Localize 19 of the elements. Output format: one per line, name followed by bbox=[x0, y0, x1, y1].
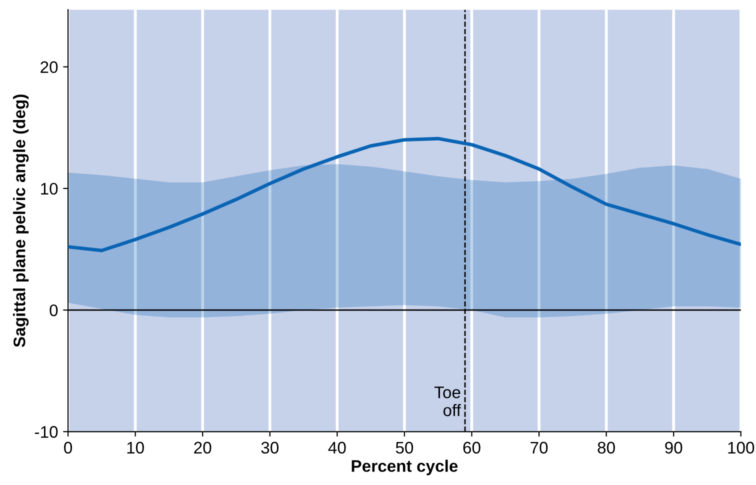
y-tick-label: 10 bbox=[41, 182, 58, 195]
x-tick-label: 10 bbox=[127, 442, 144, 454]
y-axis-title: Sagittal plane pelvic angle (deg) bbox=[13, 94, 29, 348]
x-tick-label: 100 bbox=[728, 442, 754, 454]
line-series bbox=[68, 136, 741, 252]
x-tick-label: 80 bbox=[598, 442, 615, 454]
x-tick-label: 40 bbox=[328, 442, 346, 454]
x-axis-title: Percent cycle bbox=[352, 460, 458, 476]
x-tick-label: 50 bbox=[396, 442, 414, 454]
y-tick-label: 0 bbox=[50, 304, 58, 316]
x-tick-label: 20 bbox=[194, 442, 212, 454]
y-tick-label: -10 bbox=[34, 426, 58, 438]
x-tick-label: 0 bbox=[64, 442, 72, 454]
ref-line-label: Toe off bbox=[434, 386, 462, 416]
x-tick-label: 30 bbox=[261, 442, 279, 454]
x-tick-label: 90 bbox=[665, 442, 682, 454]
x-tick-label: 60 bbox=[463, 442, 480, 454]
y-tick-label: 20 bbox=[40, 61, 58, 74]
x-tick-label: 70 bbox=[530, 442, 548, 454]
